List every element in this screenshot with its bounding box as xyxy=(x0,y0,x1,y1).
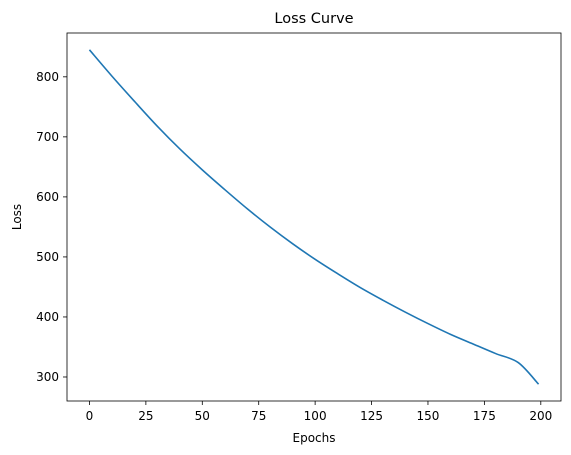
x-tick-label: 125 xyxy=(360,409,383,423)
x-tick-label: 0 xyxy=(86,409,94,423)
plot-border xyxy=(66,32,562,402)
y-tick-label: 300 xyxy=(36,370,59,384)
x-tick-label: 150 xyxy=(417,409,440,423)
loss-series-line xyxy=(88,49,540,385)
y-axis-ticks: 300 400 500 600 700 800 xyxy=(36,70,67,384)
y-tick-label: 500 xyxy=(36,250,59,264)
x-tick-label: 50 xyxy=(195,409,210,423)
chart-title: Loss Curve xyxy=(274,11,353,27)
y-tick-label: 800 xyxy=(36,70,59,84)
x-tick-label: 25 xyxy=(138,409,153,423)
x-tick-label: 100 xyxy=(304,409,327,423)
x-axis-ticks: 0 25 50 75 100 125 150 175 200 xyxy=(86,401,552,423)
y-tick-label: 700 xyxy=(36,130,59,144)
y-tick-label: 600 xyxy=(36,190,59,204)
y-tick-label: 400 xyxy=(36,310,59,324)
x-tick-label: 75 xyxy=(251,409,266,423)
x-tick-label: 200 xyxy=(529,409,552,423)
series-layer xyxy=(88,49,540,385)
y-axis-label: Loss xyxy=(10,204,24,230)
x-tick-label: 175 xyxy=(473,409,496,423)
x-axis-label: Epochs xyxy=(293,431,336,445)
plot-frame xyxy=(66,32,562,402)
